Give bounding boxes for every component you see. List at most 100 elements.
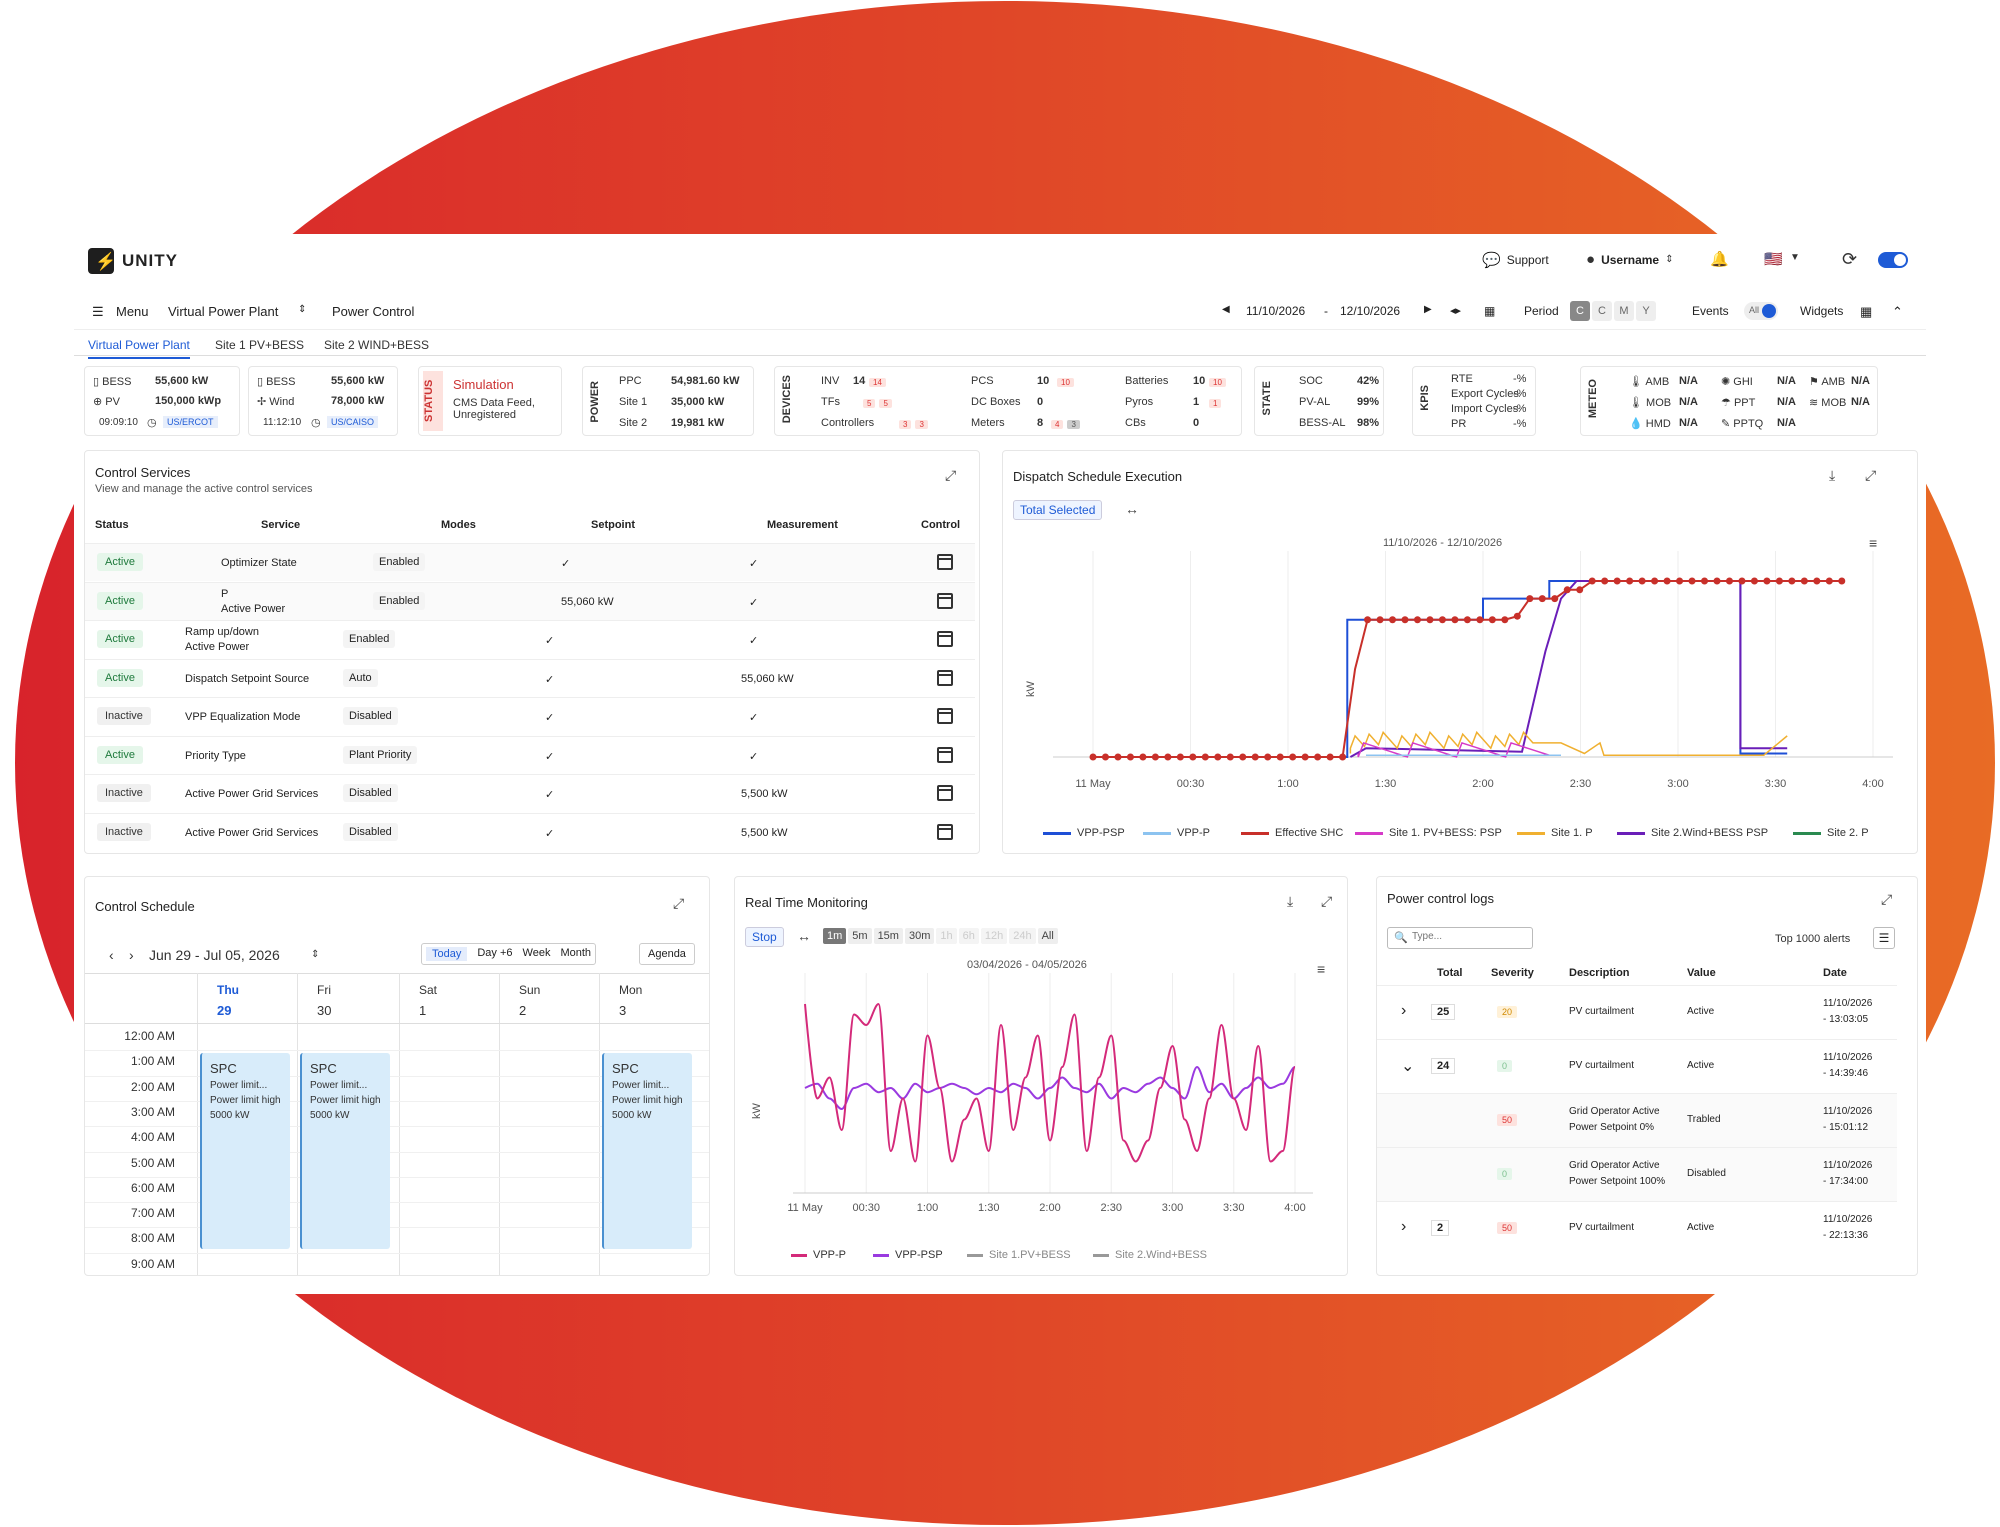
legend-item[interactable]: VPP-P xyxy=(791,1249,846,1261)
range-24h-button[interactable]: 24h xyxy=(1009,928,1036,944)
amb-label: 🌡 AMB xyxy=(1629,375,1669,388)
plant-sort-icon[interactable]: ⇕ xyxy=(298,304,307,315)
schedule-next-icon[interactable]: › xyxy=(129,947,134,963)
calendar-icon[interactable] xyxy=(937,631,953,647)
widgets-grid-icon[interactable]: ▦ xyxy=(1860,304,1873,319)
tab-site-2[interactable]: Site 2 WIND+BESS xyxy=(324,338,430,352)
tab-virtual-power-plant[interactable]: Virtual Power Plant xyxy=(88,338,190,359)
expand-icon[interactable]: ⤢ xyxy=(673,895,685,911)
expand-chevron-icon[interactable]: › xyxy=(1401,1218,1407,1235)
legend-item[interactable]: Effective SHC xyxy=(1241,827,1343,839)
events-toggle[interactable]: All xyxy=(1744,302,1778,320)
refresh-icon[interactable]: ⟳ xyxy=(1842,249,1858,269)
schedule-range[interactable]: Jun 29 - Jul 05, 2026 xyxy=(149,947,280,963)
period-c2-button[interactable]: C xyxy=(1592,301,1612,321)
legend-item[interactable]: Site 1. P xyxy=(1517,827,1593,839)
legend-item[interactable]: Site 2.Wind+BESS xyxy=(1093,1249,1207,1261)
view-month-button[interactable]: Month xyxy=(560,947,592,959)
period-m-button[interactable]: M xyxy=(1614,301,1634,321)
table-row: Active Dispatch Setpoint Source Auto ✓ 55,06… xyxy=(85,658,975,697)
range-1m-button[interactable]: 1m xyxy=(823,928,847,944)
date-prev-icon[interactable]: ◀ xyxy=(1222,304,1230,315)
day-number[interactable]: 3 xyxy=(619,1003,627,1018)
calendar-icon[interactable] xyxy=(937,554,953,570)
legend-item[interactable]: Site 1.PV+BESS xyxy=(967,1249,1071,1261)
collapse-icon[interactable]: ⌃ xyxy=(1892,304,1903,319)
legend-item[interactable]: VPP-PSP xyxy=(1043,827,1125,839)
chart-menu-icon[interactable]: ≡ xyxy=(1869,535,1878,551)
log-row[interactable]: › 25 20 PV curtailment Active 11/10/2026 - 13:… xyxy=(1377,985,1897,1039)
legend-item[interactable]: Site 2. P xyxy=(1793,827,1869,839)
horizontal-arrows-icon[interactable]: ↔ xyxy=(1125,501,1139,517)
period-c1-button[interactable]: C xyxy=(1570,301,1590,321)
log-row[interactable]: 0 Grid Operator Active Power Setpoint 100%… xyxy=(1377,1147,1897,1201)
expand-icon[interactable]: ⤢ xyxy=(1881,891,1893,907)
range-30m-button[interactable]: 30m xyxy=(904,928,935,944)
menu-button[interactable]: Menu xyxy=(116,304,149,319)
log-date: 11/10/2026 xyxy=(1823,1160,1873,1171)
expand-chevron-icon[interactable]: › xyxy=(1401,1002,1407,1019)
schedule-event[interactable]: SPC Power limit... Power limit high 5000 kW xyxy=(200,1053,290,1249)
legend-item[interactable]: VPP-PSP xyxy=(873,1249,943,1261)
legend-item[interactable]: Site 2.Wind+BESS PSP xyxy=(1617,827,1768,839)
day-number[interactable]: 30 xyxy=(317,1003,332,1018)
view-day6-button[interactable]: Day +6 xyxy=(477,947,513,959)
download-icon[interactable]: ⤓ xyxy=(1829,467,1836,483)
search-input[interactable] xyxy=(1412,931,1528,942)
day-number[interactable]: 2 xyxy=(519,1003,527,1018)
range-15m-button[interactable]: 15m xyxy=(873,928,903,944)
bell-icon[interactable]: 🔔 xyxy=(1710,251,1729,268)
date-expand-icon[interactable]: ◂▸ xyxy=(1450,305,1462,317)
power-site2-label: Site 2 xyxy=(619,417,648,429)
schedule-sort-icon[interactable]: ⇕ xyxy=(311,949,320,960)
view-week-button[interactable]: Week xyxy=(522,947,551,959)
range-6h-button[interactable]: 6h xyxy=(958,928,979,944)
log-row[interactable]: ⌄ 24 0 PV curtailment Active 11/10/2026 - 14:3… xyxy=(1377,1039,1897,1093)
horizontal-arrows-icon[interactable]: ↔ xyxy=(797,928,811,944)
period-y-button[interactable]: Y xyxy=(1636,301,1656,321)
schedule-event[interactable]: SPC Power limit... Power limit high 5000 kW xyxy=(602,1053,692,1249)
schedule-prev-icon[interactable]: ‹ xyxy=(109,947,114,963)
user-menu[interactable]: ● Username ⇕ xyxy=(1586,251,1673,268)
day-number[interactable]: 1 xyxy=(419,1003,427,1018)
menu-icon[interactable]: ☰ xyxy=(92,304,104,319)
day-number[interactable]: 29 xyxy=(217,1003,232,1018)
schedule-event[interactable]: SPC Power limit... Power limit high 5000 kW xyxy=(300,1053,390,1249)
chart-menu-icon[interactable]: ≡ xyxy=(1317,961,1326,977)
list-filter-icon[interactable]: ☰ xyxy=(1873,927,1895,949)
range-5m-button[interactable]: 5m xyxy=(848,928,872,944)
calendar-icon[interactable]: ▦ xyxy=(1484,304,1496,318)
range-12h-button[interactable]: 12h xyxy=(980,928,1008,944)
day-name: Fri xyxy=(317,983,331,997)
download-icon[interactable]: ⤓ xyxy=(1287,893,1294,909)
expand-chevron-icon[interactable]: ⌄ xyxy=(1401,1058,1415,1075)
agenda-button[interactable]: Agenda xyxy=(639,943,695,965)
legend-item[interactable]: Site 1. PV+BESS: PSP xyxy=(1355,827,1502,839)
support-link[interactable]: 💬 Support xyxy=(1482,251,1549,269)
chevron-down-icon[interactable]: ▼ xyxy=(1790,252,1800,263)
date-next-icon[interactable]: ▶ xyxy=(1424,304,1432,315)
log-row[interactable]: › 2 50 PV curtailment Active 11/10/2026 - 22:1… xyxy=(1377,1201,1897,1255)
calendar-icon[interactable] xyxy=(937,669,953,686)
calendar-icon[interactable] xyxy=(937,708,953,724)
expand-icon[interactable]: ⤢ xyxy=(1321,893,1333,909)
plant-selector[interactable]: Virtual Power Plant xyxy=(168,304,279,319)
calendar-icon[interactable] xyxy=(937,746,953,763)
date-from[interactable]: 11/10/2026 xyxy=(1246,304,1306,318)
view-today-button[interactable]: Today xyxy=(426,947,468,961)
calendar-icon[interactable] xyxy=(937,823,953,840)
legend-item[interactable]: VPP-P xyxy=(1143,827,1210,839)
range-All-button[interactable]: All xyxy=(1037,928,1058,944)
range-1h-button[interactable]: 1h xyxy=(936,928,957,944)
calendar-icon[interactable] xyxy=(937,785,953,801)
date-to[interactable]: 12/10/2026 xyxy=(1340,304,1401,318)
expand-icon[interactable]: ⤢ xyxy=(1865,467,1877,483)
expand-icon[interactable]: ⤢ xyxy=(945,467,957,483)
stop-button[interactable]: Stop xyxy=(745,927,784,947)
calendar-icon[interactable] xyxy=(937,592,953,609)
theme-toggle[interactable] xyxy=(1878,252,1908,268)
flag-us-icon[interactable]: 🇺🇸 xyxy=(1764,251,1783,268)
log-row[interactable]: 50 Grid Operator Active Power Setpoint 0% T… xyxy=(1377,1093,1897,1147)
total-selected-button[interactable]: Total Selected xyxy=(1013,500,1103,520)
tab-site-1[interactable]: Site 1 PV+BESS xyxy=(215,338,305,352)
